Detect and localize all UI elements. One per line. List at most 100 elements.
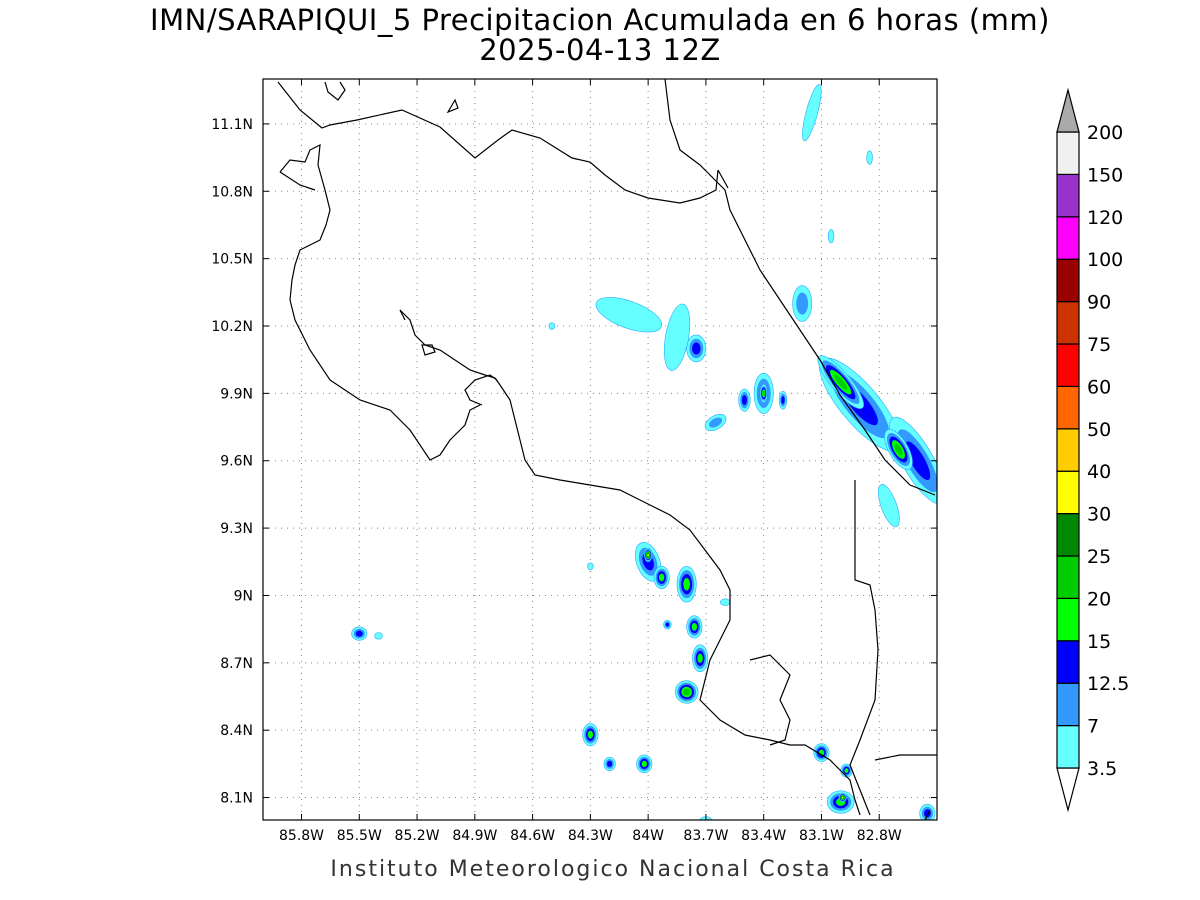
precip-contour [741,395,747,406]
lon-tick-label: 85.8W [279,828,324,844]
colorbar-box [1056,343,1080,388]
grid-lines [263,79,937,820]
precip-contour [663,303,691,371]
precip-contour [827,229,835,244]
precip-cell [374,632,383,640]
precip-cell [759,384,768,403]
colorbar-label: 90 [1087,292,1111,314]
colorbar-label: 120 [1087,207,1123,229]
precip-cell [840,763,853,778]
precip-cell [351,626,368,641]
precip-contour [665,622,670,627]
colorbar-box [1056,258,1080,303]
precip-contour [762,390,765,396]
precip-cell [827,229,835,244]
precip-contour [709,417,723,428]
colorbar-label: 30 [1087,504,1111,526]
precip-contour [720,598,731,606]
precip-cell [674,680,699,704]
precip-contour [548,322,556,330]
colorbar-top-triangle [1056,87,1080,133]
precip-contour [374,632,383,640]
precip-cell [653,565,670,590]
precip-cell [663,303,691,371]
precip-contour [844,768,849,773]
colorbar-box [1056,428,1080,472]
precip-contour [834,374,848,390]
lon-tick-label: 85.5W [337,828,382,844]
lat-tick-label: 10.2N [211,319,253,335]
coastline-borders [277,79,937,820]
colorbar-label: 20 [1087,588,1111,610]
precip-contour [841,796,844,799]
precip-cell [738,388,751,412]
precip-contour [587,562,594,570]
lon-tick-label: 82.8W [857,828,902,844]
precip-cell [792,285,813,322]
colorbar-box [1056,216,1080,260]
precip-cell [704,414,727,432]
precip-cell [676,565,697,603]
colorbar-box [1056,724,1080,769]
precip-cell [636,754,653,774]
precip-cell [603,756,616,771]
precip-contour [905,441,931,481]
plot-frame [262,78,938,821]
lon-tick-label: 83.1W [799,828,844,844]
precipitation-field [351,84,937,820]
precip-cell [884,429,913,470]
colorbar-box [1056,173,1080,218]
precip-contour [866,150,873,165]
axis-ticks: 85.8W 85.5W 85.2W 84.9W 84.6W 84.3W 84W 83.7W 83… [211,79,937,844]
precip-contour [692,342,701,355]
precip-cell [878,484,900,528]
precip-contour [802,84,822,142]
precip-cell [866,150,873,165]
precip-contour [691,622,698,631]
precip-cell [587,562,594,570]
precip-cell [813,743,830,762]
precip-cell [643,547,653,563]
precip-contour [796,292,809,315]
precip-contour [641,760,647,767]
colorbar-box [1056,512,1080,557]
precip-contour [697,653,703,664]
precip-cell [720,598,731,606]
lon-tick-label: 85.2W [395,828,440,844]
precip-cell [889,416,937,505]
precip-contour [878,484,900,528]
colorbar-box [1056,301,1080,345]
precip-cell [595,297,663,333]
precip-cell [838,792,847,803]
precip-cell [778,390,788,410]
precip-cell [817,355,864,409]
lon-tick-label: 84W [632,828,664,844]
precip-contour [607,760,613,767]
precip-cell [692,644,709,673]
precip-contour [355,630,363,637]
colorbar-box [1056,682,1080,727]
precip-cell [826,790,855,814]
precip-contour [587,730,594,739]
precip-cell [919,803,936,820]
colorbar-box [1056,597,1080,642]
footer-credit: Instituto Meteorologico Nacional Costa R… [330,857,896,882]
precip-contour [595,297,663,333]
map-date: 2025-04-13 12Z [479,33,721,67]
lat-tick-label: 10.5N [211,252,253,268]
colorbar-label: 3.5 [1087,758,1117,780]
colorbar-label: 12.5 [1087,673,1129,695]
lon-tick-label: 84.6W [510,828,555,844]
colorbar-box [1056,555,1080,600]
precip-cell [686,334,707,363]
precip-contour [683,688,690,696]
lat-tick-label: 9N [234,588,253,604]
colorbar-label: 7 [1087,716,1099,738]
precip-cell [802,84,822,142]
lon-tick-label: 84.9W [452,828,497,844]
colorbar-label: 25 [1087,546,1111,568]
lat-tick-label: 8.7N [220,656,253,672]
precip-contour [658,573,665,582]
colorbar-label: 60 [1087,376,1111,398]
precip-cell [663,619,672,630]
